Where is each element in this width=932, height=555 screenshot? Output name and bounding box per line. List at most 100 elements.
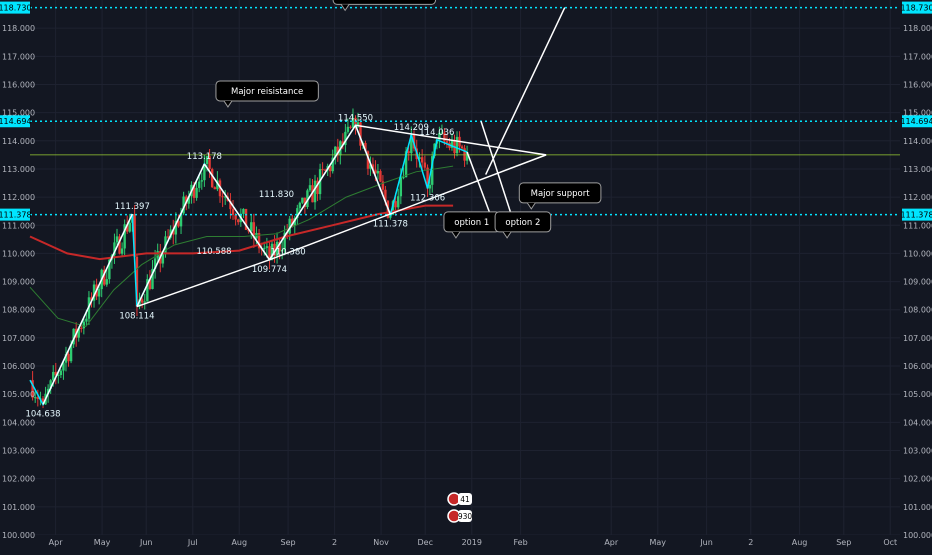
candle-body xyxy=(141,299,143,302)
y-axis-tick-right: 107.000 xyxy=(903,334,932,343)
candle-body xyxy=(83,322,85,329)
x-axis-tick: Feb xyxy=(513,538,527,547)
x-axis-tick: Oct xyxy=(883,538,897,547)
candle-body xyxy=(266,246,268,248)
candle-body xyxy=(461,146,463,148)
price-point-label: 110.588 xyxy=(196,247,231,257)
y-axis-tick-left: 116.000 xyxy=(2,80,35,89)
y-axis-tick-right: 105.000 xyxy=(903,390,932,399)
y-axis-tick-left: 108.000 xyxy=(2,306,35,315)
event-badge-text: 41 xyxy=(460,495,470,504)
x-axis-tick: May xyxy=(649,538,666,547)
candle-body xyxy=(321,169,323,170)
candle-body xyxy=(407,151,409,153)
candle-body xyxy=(232,209,234,215)
y-axis-tick-right: 111.000 xyxy=(903,221,932,230)
candle-body xyxy=(98,289,100,296)
event-badge[interactable]: 930 xyxy=(448,510,472,522)
candle-body xyxy=(250,222,252,231)
y-axis-tick-right: 101.000 xyxy=(903,503,932,512)
y-axis-tick-left: 104.000 xyxy=(2,418,35,427)
candle-body xyxy=(67,354,69,361)
annotation-text: option 1 xyxy=(454,218,489,228)
y-axis-tick-right: 116.000 xyxy=(903,80,932,89)
candle-body xyxy=(424,163,426,168)
y-axis-tick-right: 103.000 xyxy=(903,447,932,456)
x-axis-tick: Apr xyxy=(604,538,619,547)
candle-body xyxy=(314,181,316,203)
candle-body xyxy=(214,187,216,189)
candle-body xyxy=(299,203,301,208)
candle-body xyxy=(379,171,381,181)
y-axis-tick-left: 112.000 xyxy=(2,193,35,202)
candle-body xyxy=(162,254,164,263)
y-axis-tick-left: 113.000 xyxy=(2,165,35,174)
y-axis-tick-left: 107.000 xyxy=(2,334,35,343)
candle-body xyxy=(234,215,236,220)
candle-body xyxy=(242,209,244,214)
y-axis-tick-left: 110.000 xyxy=(2,249,35,258)
candle-body xyxy=(377,171,379,173)
candle-body xyxy=(456,137,458,153)
level-tag-left-text: 111.378 xyxy=(0,211,32,220)
candle-body xyxy=(121,248,123,253)
level-tag-right-text: 118.730 xyxy=(900,4,932,13)
price-point-label: 112.306 xyxy=(410,193,445,203)
y-axis-tick-right: 117.000 xyxy=(903,52,932,61)
candle-body xyxy=(397,196,399,207)
y-axis-tick-left: 106.000 xyxy=(2,362,35,371)
y-axis-tick-right: 106.000 xyxy=(903,362,932,371)
y-axis-tick-left: 105.000 xyxy=(2,390,35,399)
y-axis-tick-right: 115.000 xyxy=(903,109,932,118)
level-tag-right-text: 111.378 xyxy=(900,211,932,220)
x-axis-tick: Jul xyxy=(187,538,198,547)
price-point-label: 111.397 xyxy=(115,202,150,212)
y-axis-tick-right: 108.000 xyxy=(903,306,932,315)
price-point-label: 113.178 xyxy=(187,152,222,162)
y-axis-tick-right: 104.000 xyxy=(903,418,932,427)
candle-body xyxy=(211,169,213,187)
x-axis-tick: May xyxy=(94,538,111,547)
candle-body xyxy=(421,157,423,162)
y-axis-tick-left: 114.000 xyxy=(2,137,35,146)
event-badge[interactable]: 41 xyxy=(448,493,472,505)
y-axis-tick-left: 111.000 xyxy=(2,221,35,230)
price-point-label: 109.774 xyxy=(252,265,287,275)
x-axis-tick: Dec xyxy=(418,538,433,547)
x-axis-tick: Jun xyxy=(699,538,713,547)
x-axis-tick: Jun xyxy=(139,538,153,547)
y-axis-tick-right: 102.000 xyxy=(903,475,932,484)
x-axis-tick: Apr xyxy=(49,538,64,547)
candle-body xyxy=(394,201,396,207)
candle-body xyxy=(116,236,118,242)
candle-body xyxy=(198,182,200,188)
x-axis-tick: 2 xyxy=(332,538,337,547)
x-axis-tick: Aug xyxy=(231,538,247,547)
candle-body xyxy=(52,372,54,380)
y-axis-tick-left: 100.000 xyxy=(2,531,35,540)
price-point-label: 111.830 xyxy=(259,190,294,200)
y-axis-tick-right: 114.000 xyxy=(903,137,932,146)
y-axis-tick-left: 117.000 xyxy=(2,52,35,61)
level-tag-left-text: 118.730 xyxy=(0,4,32,13)
level-tag-left-text: 114.694 xyxy=(0,117,32,126)
x-axis-tick: Sep xyxy=(836,538,851,547)
y-axis-tick-right: 110.000 xyxy=(903,249,932,258)
annotation-text: Major reisistance xyxy=(231,87,303,97)
x-axis-tick: Sep xyxy=(281,538,296,547)
candle-body xyxy=(429,185,431,189)
y-axis-tick-right: 112.000 xyxy=(903,193,932,202)
y-axis-tick-right: 100.000 xyxy=(903,531,932,540)
candle-body xyxy=(402,177,404,178)
price-point-label: 108.114 xyxy=(119,312,154,322)
annotation-text: Major support xyxy=(531,189,591,199)
price-point-label: 111.378 xyxy=(373,220,408,230)
candle-body xyxy=(80,328,82,329)
annotation-text: option 2 xyxy=(505,218,540,228)
annotation-box xyxy=(333,0,435,4)
level-tag-right-text: 114.694 xyxy=(900,117,932,126)
y-axis-tick-left: 109.000 xyxy=(2,278,35,287)
candle-body xyxy=(106,279,108,284)
